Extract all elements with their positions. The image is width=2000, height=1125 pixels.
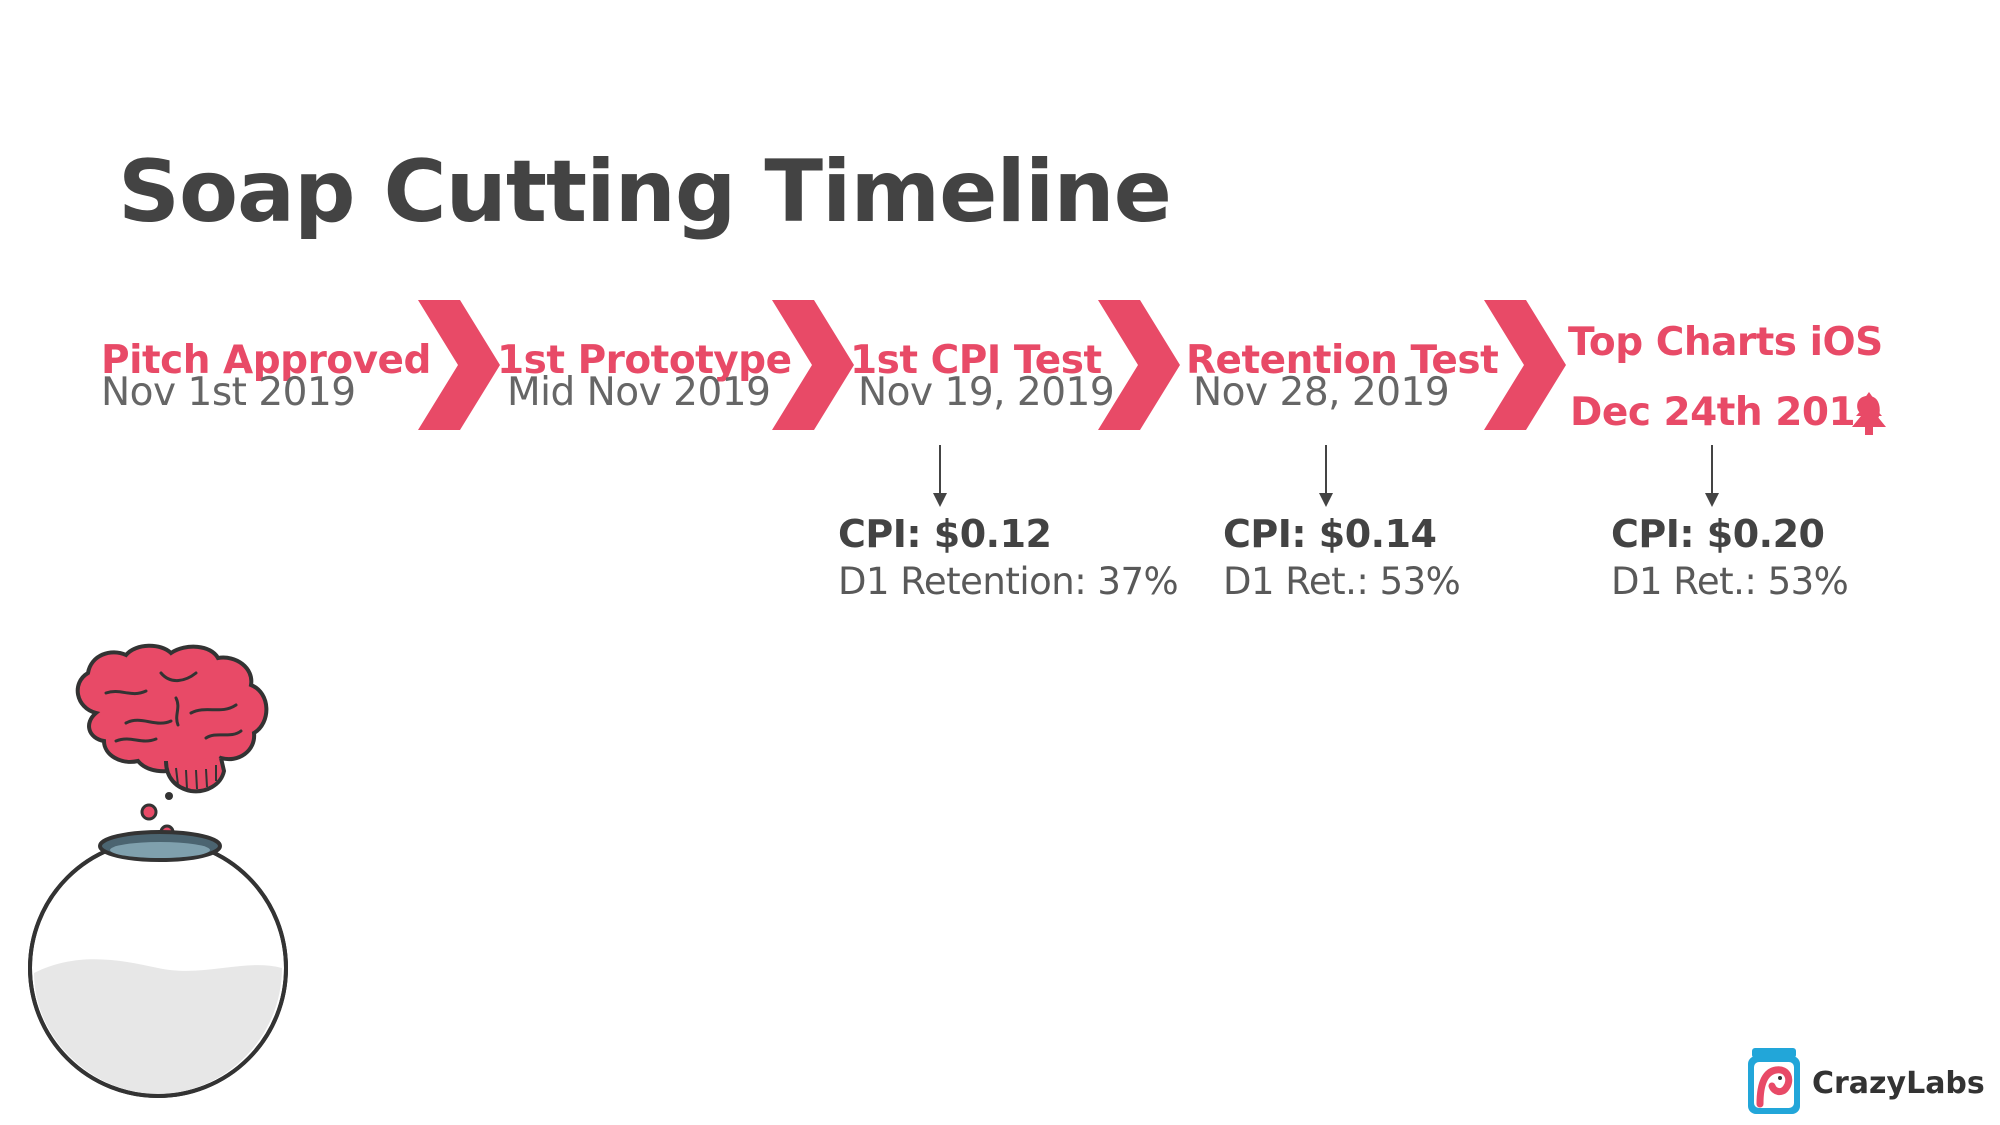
metric-cpi: CPI: $0.14 — [1223, 512, 1437, 556]
milestone-date: Nov 1st 2019 — [101, 370, 356, 415]
chevron-right-icon — [418, 300, 500, 430]
metric-retention: D1 Ret.: 53% — [1611, 560, 1849, 603]
metric-cpi: CPI: $0.12 — [838, 512, 1052, 556]
slide-title: Soap Cutting Timeline — [118, 142, 1172, 242]
metric-retention: D1 Ret.: 53% — [1223, 560, 1461, 603]
chevron-right-icon — [1098, 300, 1180, 430]
flask-icon — [28, 830, 288, 1098]
arrow-down-icon — [933, 445, 947, 507]
crazylabs-logo-icon — [1748, 1048, 1800, 1114]
milestone-label: 1st Prototype — [497, 338, 792, 383]
brain-icon — [75, 643, 269, 794]
brand-name: CrazyLabs — [1812, 1066, 1985, 1101]
chevron-right-icon — [772, 300, 854, 430]
milestone-label: 1st CPI Test — [850, 338, 1102, 383]
milestone-label: Top Charts iOS — [1568, 320, 1883, 365]
milestone-label: Retention Test — [1186, 338, 1499, 383]
christmas-tree-icon — [1852, 392, 1886, 435]
arrow-down-icon — [1319, 445, 1333, 507]
chevron-right-icon — [1484, 300, 1566, 430]
milestone-date: Dec 24th 2019 — [1570, 390, 1882, 435]
milestone-date: Nov 28, 2019 — [1193, 370, 1450, 415]
metric-retention: D1 Retention: 37% — [838, 560, 1179, 603]
arrow-down-icon — [1705, 445, 1719, 507]
milestone-date: Mid Nov 2019 — [507, 370, 771, 415]
metric-cpi: CPI: $0.20 — [1611, 512, 1825, 556]
milestone-label: Pitch Approved — [101, 338, 431, 383]
milestone-date: Nov 19, 2019 — [858, 370, 1115, 415]
